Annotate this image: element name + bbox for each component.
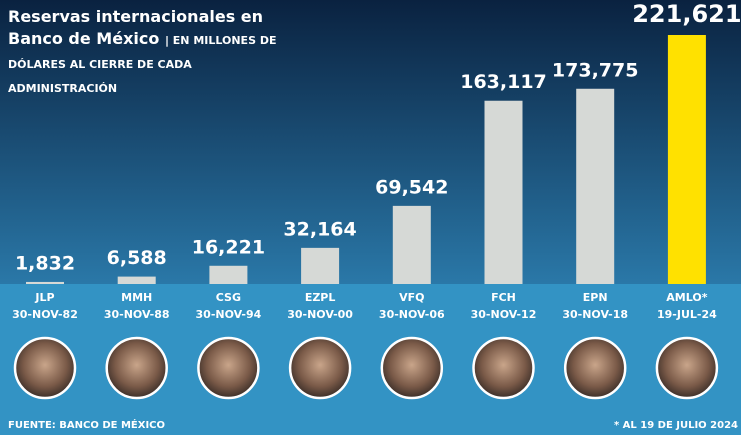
x-tick-date: 30-NOV-06 xyxy=(379,308,445,321)
x-tick-date: 30-NOV-88 xyxy=(104,308,170,321)
bar xyxy=(393,206,431,284)
bar xyxy=(26,282,64,284)
portrait xyxy=(15,338,75,398)
x-tick-label: JLP xyxy=(34,291,54,304)
value-label: 163,117 xyxy=(460,71,547,93)
value-label: 221,621 xyxy=(632,0,741,28)
x-tick-date: 30-NOV-82 xyxy=(12,308,78,321)
bar xyxy=(118,277,156,284)
infographic: FUENTE: BANCO DE MÉXICO * AL 19 DE JULIO… xyxy=(0,0,741,435)
x-tick-date: 19-JUL-24 xyxy=(657,308,717,321)
x-tick-label: EZPL xyxy=(305,291,336,304)
x-tick-label: CSG xyxy=(216,291,241,304)
x-tick-label: VFQ xyxy=(399,291,424,304)
source: FUENTE: BANCO DE MÉXICO xyxy=(8,418,165,431)
portrait xyxy=(290,338,350,398)
portrait xyxy=(198,338,258,398)
bar xyxy=(301,248,339,284)
header: Reservas internacionales en Banco de Méx… xyxy=(8,6,283,100)
x-tick-label: EPN xyxy=(583,291,608,304)
value-label: 16,221 xyxy=(192,236,265,258)
value-label: 69,542 xyxy=(375,176,448,198)
x-tick-label: MMH xyxy=(121,291,152,304)
value-label: 6,588 xyxy=(107,247,167,269)
portrait xyxy=(565,338,625,398)
value-label: 1,832 xyxy=(15,252,75,274)
portrait xyxy=(657,338,717,398)
x-tick-label: AMLO* xyxy=(666,291,707,304)
x-tick-label: FCH xyxy=(491,291,516,304)
value-label: 173,775 xyxy=(552,59,639,81)
x-tick-date: 30-NOV-12 xyxy=(471,308,537,321)
portrait xyxy=(474,338,534,398)
portrait xyxy=(107,338,167,398)
x-tick-date: 30-NOV-94 xyxy=(196,308,262,321)
bar xyxy=(576,89,614,284)
bar xyxy=(485,101,523,284)
bar xyxy=(668,35,706,284)
x-tick-date: 30-NOV-18 xyxy=(562,308,628,321)
x-tick-date: 30-NOV-00 xyxy=(287,308,353,321)
value-label: 32,164 xyxy=(283,218,356,240)
note: * AL 19 DE JULIO 2024 xyxy=(614,420,738,431)
bar xyxy=(209,266,247,284)
portrait xyxy=(382,338,442,398)
